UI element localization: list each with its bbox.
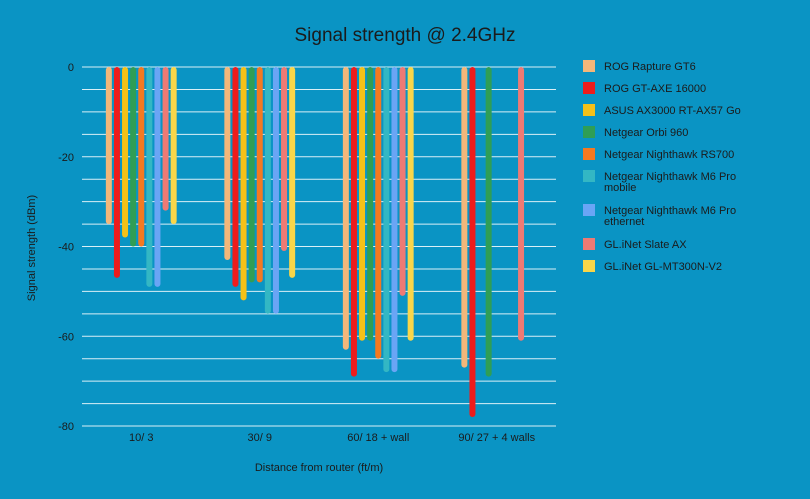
legend-label: ASUS AX3000 RT-AX57 Go xyxy=(604,105,741,117)
legend-label: Netgear Nighthawk M6 Pro mobile xyxy=(604,171,736,194)
legend-label: Netgear Nighthawk RS700 xyxy=(604,149,734,161)
gridlines xyxy=(82,66,556,427)
bar[interactable] xyxy=(146,67,153,287)
bar[interactable] xyxy=(113,67,120,278)
bar[interactable] xyxy=(154,67,161,287)
x-tick-label: 90/ 27 + 4 walls xyxy=(458,432,535,444)
legend-label: GL.iNet Slate AX xyxy=(604,239,687,251)
bar[interactable] xyxy=(289,67,296,278)
bar[interactable] xyxy=(399,67,406,296)
legend-swatch xyxy=(583,148,595,160)
y-tick-label: 0 xyxy=(68,62,74,74)
legend-swatch xyxy=(583,260,595,272)
legend-label: GL.iNet GL-MT300N-V2 xyxy=(604,261,722,273)
bar[interactable] xyxy=(342,67,349,350)
bar[interactable] xyxy=(130,67,137,247)
bar[interactable] xyxy=(256,67,263,283)
legend: ROG Rapture GT6 ROG GT-AXE 16000 ASUS AX30… xyxy=(583,60,741,273)
legend-label: ROG GT-AXE 16000 xyxy=(604,83,706,95)
legend-swatch xyxy=(583,82,595,94)
chart-title: Signal strength @ 2.4GHz xyxy=(294,25,515,46)
x-axis-ticks: 10/ 3 30/ 9 60/ 18 + wall 90/ 27 + 4 walls xyxy=(129,432,536,444)
legend-swatch xyxy=(583,104,595,116)
bar[interactable] xyxy=(240,67,247,301)
bar[interactable] xyxy=(232,67,239,287)
legend-label: ROG Rapture GT6 xyxy=(604,61,696,73)
bar[interactable] xyxy=(469,67,476,418)
bar[interactable] xyxy=(375,67,382,359)
y-tick-label: -60 xyxy=(58,331,74,343)
y-tick-label: -80 xyxy=(58,421,74,433)
y-tick-label: -20 xyxy=(58,152,74,164)
bar[interactable] xyxy=(383,67,390,373)
legend-swatch xyxy=(583,238,595,250)
legend-label: Netgear Orbi 960 xyxy=(604,127,688,139)
bar[interactable] xyxy=(122,67,129,238)
bar[interactable] xyxy=(105,67,112,225)
legend-swatch xyxy=(583,126,595,138)
legend-swatch xyxy=(583,170,595,182)
x-tick-label: 60/ 18 + wall xyxy=(347,432,409,444)
x-tick-label: 10/ 3 xyxy=(129,432,153,444)
bar[interactable] xyxy=(350,67,357,377)
bar[interactable] xyxy=(264,67,271,314)
bar[interactable] xyxy=(281,67,288,251)
legend-swatch xyxy=(583,60,595,72)
bar[interactable] xyxy=(248,67,255,283)
bar[interactable] xyxy=(162,67,169,211)
bar[interactable] xyxy=(518,67,525,341)
bar[interactable] xyxy=(485,67,492,377)
y-axis-ticks: 0 -20 -40 -60 -80 xyxy=(58,62,74,433)
x-tick-label: 30/ 9 xyxy=(248,432,272,444)
bar[interactable] xyxy=(367,67,374,341)
bar[interactable] xyxy=(391,67,398,373)
y-axis-label: Signal strength (dBm) xyxy=(26,195,38,301)
bar[interactable] xyxy=(407,67,414,341)
legend-label: Netgear Nighthawk M6 Pro ethernet xyxy=(604,205,736,228)
bar[interactable] xyxy=(359,67,366,341)
bar[interactable] xyxy=(224,67,231,260)
bar[interactable] xyxy=(272,67,279,314)
x-axis-label: Distance from router (ft/m) xyxy=(255,462,383,474)
bar[interactable] xyxy=(170,67,177,225)
legend-swatch xyxy=(583,204,595,216)
bar[interactable] xyxy=(138,67,145,247)
bar[interactable] xyxy=(461,67,468,368)
y-tick-label: -40 xyxy=(58,242,74,254)
bars xyxy=(105,67,525,418)
